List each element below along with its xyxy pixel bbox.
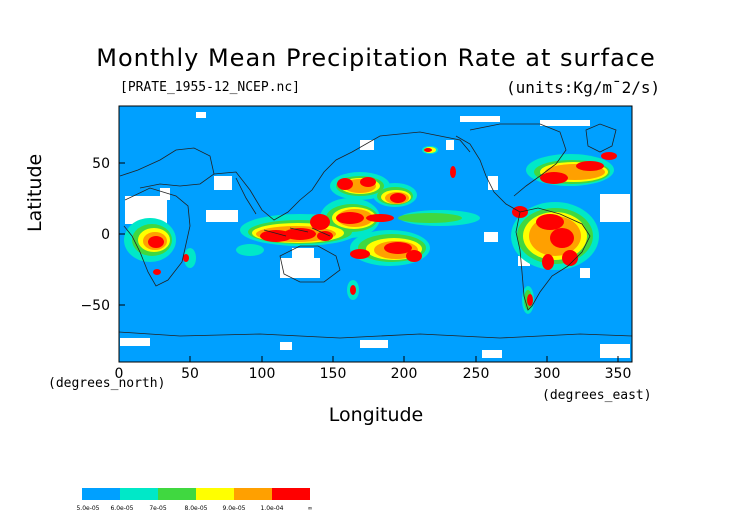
precip-max-areas <box>148 148 617 306</box>
legend-label: ∞ <box>308 505 313 512</box>
coastlines <box>119 123 632 339</box>
legend-swatch <box>82 488 120 500</box>
y-axis-unit-note: (degrees_north) <box>48 376 166 391</box>
legend-swatch <box>234 488 272 500</box>
x-tick-label: 100 <box>249 366 276 382</box>
x-tick-label: 250 <box>463 366 490 382</box>
legend-swatch <box>158 488 196 500</box>
map-plot-area <box>119 106 632 362</box>
x-tick-labels: 0 50 100 150 200 250 300 350 <box>115 366 632 382</box>
x-tick-label: 300 <box>534 366 561 382</box>
y-tick-label: −50 <box>80 298 110 314</box>
x-tick-label: 0 <box>115 366 124 382</box>
color-legend: 5.0e-05 6.0e-05 7e-05 8.0e-05 9.0e-05 1.… <box>76 488 313 512</box>
legend-label: 9.0e-05 <box>222 505 245 512</box>
legend-label: 8.0e-05 <box>184 505 207 512</box>
legend-swatch <box>120 488 158 500</box>
y-tick-label: 50 <box>92 156 110 172</box>
x-tick-label: 200 <box>391 366 418 382</box>
y-tick-labels: 50 0 −50 <box>80 156 110 314</box>
y-tick-label: 0 <box>101 227 110 243</box>
legend-label: 7e-05 <box>149 505 166 512</box>
x-tick-label: 350 <box>605 366 632 382</box>
axis-ticks <box>118 162 619 362</box>
legend-label: 5.0e-05 <box>76 505 99 512</box>
file-label: [PRATE_1955-12_NCEP.nc] <box>120 80 301 95</box>
legend-label: 1.0e-04 <box>260 505 283 512</box>
legend-swatch <box>272 488 310 500</box>
legend-label: 6.0e-05 <box>110 505 133 512</box>
units-label: (units:Kg/m¯2/s) <box>506 78 661 97</box>
x-tick-label: 50 <box>181 366 199 382</box>
missing-data-patches <box>120 112 630 358</box>
x-tick-label: 150 <box>320 366 347 382</box>
x-axis-label: Longitude <box>328 404 424 426</box>
legend-swatch <box>196 488 234 500</box>
map-title: Monthly Mean Precipitation Rate at surfa… <box>96 44 656 72</box>
x-axis-unit-note: (degrees_east) <box>542 388 652 403</box>
